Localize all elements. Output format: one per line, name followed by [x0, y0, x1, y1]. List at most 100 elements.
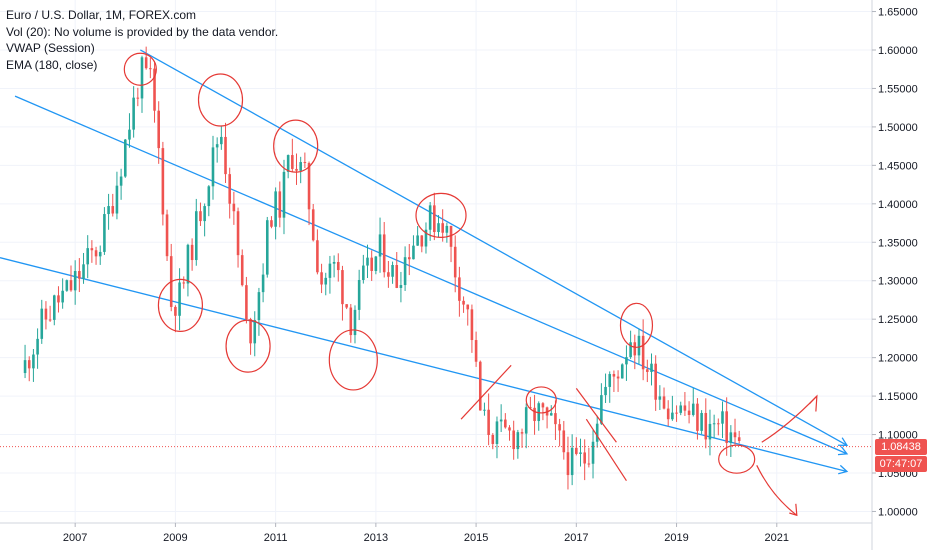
- price-tick-label: 1.65000: [878, 7, 918, 19]
- candle-body: [52, 295, 56, 320]
- candle-body: [533, 407, 536, 422]
- candle-body: [637, 335, 641, 356]
- candle-body: [441, 223, 444, 233]
- time-axis[interactable]: 2007 2009 2011 2013 2015 2017 2019 2021: [63, 523, 789, 544]
- candle-body: [111, 206, 115, 214]
- candle-body: [261, 274, 265, 293]
- candle-body: [265, 220, 269, 275]
- candle-body: [236, 211, 240, 256]
- annotation-stroke: [585, 418, 627, 482]
- price-tick-label: 1.15000: [878, 391, 918, 403]
- candle-body: [140, 57, 144, 99]
- ema-indicator-label[interactable]: EMA (180, close): [6, 57, 98, 72]
- candle-body: [149, 68, 152, 70]
- candle-body: [207, 186, 211, 207]
- candle-body: [625, 357, 628, 365]
- candle-body: [194, 211, 198, 261]
- candle-body: [182, 282, 186, 284]
- annotation-circle: [273, 119, 319, 173]
- candle-body: [32, 354, 35, 369]
- candle-body: [132, 97, 135, 130]
- time-tick-label: 2015: [464, 532, 488, 544]
- candle-body: [161, 148, 165, 215]
- candle-body: [666, 408, 670, 420]
- annotations: [123, 52, 818, 517]
- candle-body: [591, 441, 595, 464]
- candle-body: [324, 277, 328, 285]
- candle-body: [240, 255, 244, 286]
- candle-body: [282, 171, 286, 218]
- candle-body: [362, 265, 365, 280]
- candle-body: [203, 206, 206, 222]
- candle-body: [554, 413, 557, 425]
- volume-indicator-label[interactable]: Vol (20): No volume is provided by the d…: [6, 24, 279, 39]
- candle-body: [391, 265, 394, 277]
- price-tick-label: 1.00000: [878, 506, 918, 518]
- candle-body: [157, 110, 160, 149]
- candle-body: [629, 342, 632, 358]
- trendline: [0, 257, 848, 473]
- candle-body: [257, 292, 261, 321]
- candle-body: [483, 409, 486, 411]
- time-tick-label: 2007: [63, 532, 87, 544]
- candle-body: [199, 211, 202, 222]
- candle-body: [399, 285, 403, 288]
- candle-body: [587, 463, 591, 465]
- candle-body: [570, 447, 574, 476]
- trendline: [140, 49, 848, 446]
- candle-body: [349, 307, 353, 336]
- candle-body: [23, 360, 27, 374]
- candle-body: [403, 257, 407, 286]
- candle-body: [123, 139, 127, 177]
- candle-body: [449, 225, 453, 247]
- price-tick-label: 1.25000: [878, 314, 918, 326]
- candle-body: [165, 214, 169, 257]
- symbol-title[interactable]: Euro / U.S. Dollar, 1M, FOREX.com: [6, 8, 197, 22]
- candle-body: [696, 403, 699, 431]
- annotation-circle: [415, 192, 467, 238]
- candle-body: [737, 437, 741, 442]
- annotation-circle: [328, 329, 378, 391]
- candle-body: [721, 411, 724, 424]
- candle-body: [420, 235, 424, 247]
- candle-body: [433, 205, 436, 233]
- candle-body: [357, 279, 361, 310]
- price-tick-label: 1.20000: [878, 353, 918, 365]
- candle-body: [61, 290, 64, 303]
- candle-body: [345, 304, 348, 308]
- candle-body: [725, 411, 728, 443]
- candle-body: [499, 419, 503, 422]
- candle-body: [27, 360, 31, 369]
- candle-body: [178, 282, 181, 316]
- time-tick-label: 2013: [364, 532, 388, 544]
- candle-body: [658, 396, 662, 400]
- annotation-circle: [718, 444, 756, 474]
- candle-body: [249, 319, 252, 344]
- vwap-indicator-label[interactable]: VWAP (Session): [6, 41, 95, 55]
- candle-body: [600, 395, 603, 424]
- candle-body: [353, 309, 357, 336]
- price-tick-label: 1.10000: [878, 430, 918, 442]
- candle-body: [683, 405, 687, 411]
- candle-body: [86, 248, 89, 265]
- annotation-circle: [225, 319, 271, 373]
- candle-body: [278, 191, 282, 218]
- trendlines: [0, 49, 849, 475]
- price-axis[interactable]: 1.65000 1.60000 1.55000 1.50000 1.45000 1.400…: [872, 7, 918, 519]
- candle-body: [604, 386, 607, 396]
- candle-body: [470, 309, 474, 341]
- price-tick-label: 1.60000: [878, 45, 918, 57]
- candle-body: [253, 320, 257, 344]
- annotation-down-arrowhead: [789, 503, 798, 517]
- annotation-circle: [157, 278, 204, 332]
- candle-body: [65, 280, 69, 291]
- candle-body: [416, 235, 419, 246]
- trendline-arrowhead: [837, 446, 849, 456]
- time-tick-label: 2019: [664, 532, 688, 544]
- candle-body: [608, 374, 612, 387]
- candle-body: [186, 244, 190, 284]
- candle-body: [107, 206, 110, 215]
- candle-body: [40, 308, 44, 339]
- price-tick-label: 1.55000: [878, 83, 918, 95]
